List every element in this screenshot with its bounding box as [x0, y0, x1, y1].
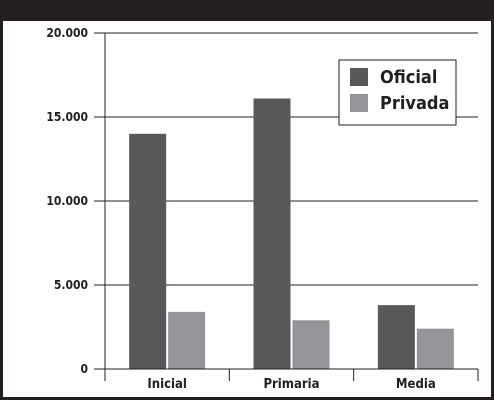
x-category-label: Media [396, 377, 436, 392]
bar-privada-primaria [292, 320, 330, 369]
legend-swatch-oficial [350, 68, 368, 86]
y-tick-label: 20.000 [46, 26, 88, 40]
x-category-label: Primaria [263, 377, 319, 392]
legend-label-oficial: Oficial [380, 67, 437, 88]
y-tick-label: 5.000 [54, 278, 88, 292]
y-tick-label: 15.000 [46, 110, 88, 124]
bar-privada-inicial [168, 311, 206, 369]
bar-privada-media [416, 328, 454, 369]
bar-oficial-media [377, 305, 415, 369]
y-axis-ticks: 0 5.000 10.000 15.000 20.000 [46, 26, 88, 376]
header-bar [0, 0, 494, 21]
legend-label-privada: Privada [380, 93, 449, 114]
x-axis-categories: Inicial Primaria Media [104, 369, 479, 392]
legend: Oficial Privada [338, 59, 457, 126]
bars [129, 98, 454, 370]
bar-oficial-inicial [129, 133, 167, 369]
y-tick-label: 0 [80, 362, 88, 376]
y-tick-label: 10.000 [46, 194, 88, 208]
legend-swatch-privada [350, 94, 368, 112]
x-category-label: Inicial [147, 377, 187, 392]
bar-oficial-primaria [253, 98, 291, 370]
